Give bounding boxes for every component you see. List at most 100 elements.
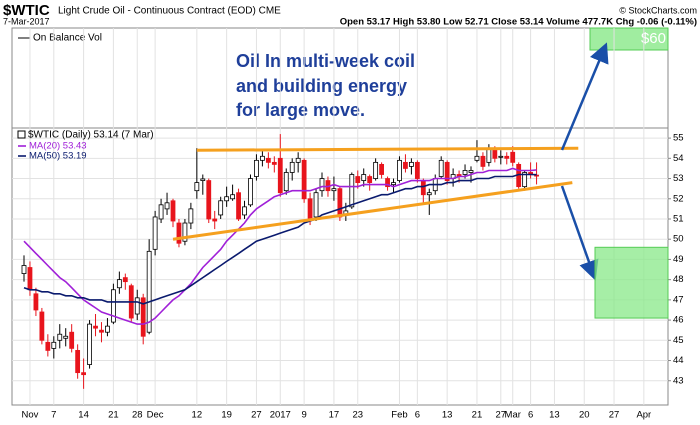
candle-body [146, 250, 152, 333]
candle-body [57, 333, 63, 341]
candle-body [522, 172, 528, 188]
x-tick-label: 2017 [270, 410, 291, 421]
candle-body [492, 149, 498, 159]
y-tick-label: 55 [673, 133, 684, 144]
x-tick-label: 6 [528, 410, 533, 421]
y-tick-label: 53 [673, 173, 684, 184]
y-tick-label: 47 [673, 294, 684, 305]
y-tick-label: 54 [673, 153, 684, 164]
candle-body [319, 178, 325, 192]
price-legend-swatch [17, 130, 26, 139]
candle-body [134, 297, 140, 315]
x-tick-label: Nov [22, 410, 39, 421]
x-tick-label: 20 [579, 410, 590, 421]
candle-body [170, 200, 176, 222]
candle-body [99, 329, 104, 333]
x-tick-label: 21 [472, 410, 483, 421]
target-zone [594, 246, 669, 319]
candle-body [188, 208, 194, 224]
candle-body [426, 192, 432, 196]
candle-body [403, 161, 408, 169]
candle-body [176, 222, 182, 244]
x-tick-label: 7 [51, 410, 56, 421]
ma-line [23, 167, 537, 325]
candle-body [63, 335, 69, 339]
y-tick-label: 52 [673, 193, 684, 204]
x-tick-label: 19 [221, 410, 232, 421]
candle-body [331, 188, 337, 192]
x-tick-label: Feb [391, 410, 407, 421]
legend-label: MA(50) 53.19 [29, 151, 87, 162]
x-tick-label: 23 [352, 410, 363, 421]
candle-body [391, 182, 396, 186]
instrument-name: Light Crude Oil - Continuous Contract (E… [58, 6, 281, 17]
candle-body [498, 155, 504, 158]
y-tick-label: 48 [673, 274, 684, 285]
candle-body [486, 147, 492, 163]
candle-body [504, 155, 510, 159]
y-tick-label: 49 [673, 254, 684, 265]
arrow-down [560, 185, 599, 281]
trendline [172, 181, 573, 241]
x-tick-label: 9 [301, 410, 306, 421]
x-tick-label: 13 [549, 410, 560, 421]
candle-body [45, 341, 51, 351]
candle-body [248, 178, 253, 206]
candle-body [277, 157, 283, 194]
candle-body [295, 157, 301, 163]
candle-body [33, 293, 39, 311]
annotation: for large move. [236, 100, 365, 120]
arrow-up [560, 42, 609, 151]
candle-body [75, 350, 81, 374]
x-tick-label: 27 [609, 410, 620, 421]
x-tick-label: 17 [329, 410, 340, 421]
candle-body [283, 172, 289, 192]
candle-body [444, 161, 450, 181]
x-tick-label: 27 [251, 410, 262, 421]
candle-body [111, 289, 116, 323]
candle-body [236, 192, 241, 220]
plot [12, 28, 668, 405]
quote: Open 53.17 High 53.80 Low 52.71 Close 53… [340, 17, 697, 28]
candle-body [468, 170, 474, 173]
x-tick-label: Apr [636, 410, 651, 421]
candle-body [21, 265, 27, 274]
candle-body [200, 178, 206, 181]
trendline [196, 146, 579, 152]
candle-body [289, 161, 295, 173]
target-label: $60 [641, 30, 666, 47]
candle-body [230, 194, 236, 200]
candle-body [122, 277, 128, 283]
y-tick-label: 44 [673, 355, 684, 366]
candle-body [408, 161, 414, 167]
candle-body [182, 222, 188, 242]
candle-body [224, 196, 230, 202]
credit: © StockCharts.com [619, 5, 697, 15]
candle-body [105, 325, 110, 333]
x-tick-label: 13 [442, 410, 453, 421]
date: 7-Mar-2017 [3, 16, 50, 26]
candle-body [140, 297, 146, 337]
x-tick-label: 12 [192, 410, 203, 421]
candle-body [420, 180, 426, 196]
y-tick-label: 51 [673, 214, 684, 225]
candle-body [259, 155, 265, 161]
candle-body [218, 200, 224, 216]
candle-body [164, 202, 170, 210]
candle-body [194, 182, 200, 192]
symbol: $WTIC [3, 2, 50, 19]
candle-body [116, 279, 122, 289]
x-tick-label: 28 [132, 410, 143, 421]
candle-body [307, 198, 313, 220]
candle-body [93, 325, 98, 329]
candle-body [27, 267, 33, 291]
annotation: Oil In multi-week coil [236, 51, 415, 71]
candle-body [271, 161, 277, 165]
candle-body [152, 216, 158, 250]
candle-body [206, 180, 212, 220]
x-tick-label: 27 [496, 410, 507, 421]
legend-label: MA(20) 53.43 [29, 141, 87, 152]
candle-body [438, 159, 444, 177]
candle-body [510, 151, 516, 163]
